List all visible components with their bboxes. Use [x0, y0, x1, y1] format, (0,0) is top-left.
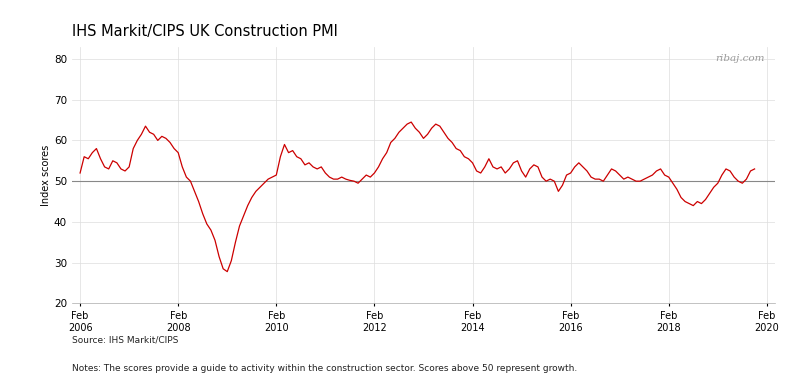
Text: Notes: The scores provide a guide to activity within the construction sector. Sc: Notes: The scores provide a guide to act… [72, 364, 577, 373]
Y-axis label: Index scores: Index scores [41, 144, 51, 206]
Text: ribaj.com: ribaj.com [715, 54, 765, 63]
Text: IHS Markit/CIPS UK Construction PMI: IHS Markit/CIPS UK Construction PMI [72, 24, 338, 39]
Text: Source: IHS Markit/CIPS: Source: IHS Markit/CIPS [72, 335, 178, 344]
